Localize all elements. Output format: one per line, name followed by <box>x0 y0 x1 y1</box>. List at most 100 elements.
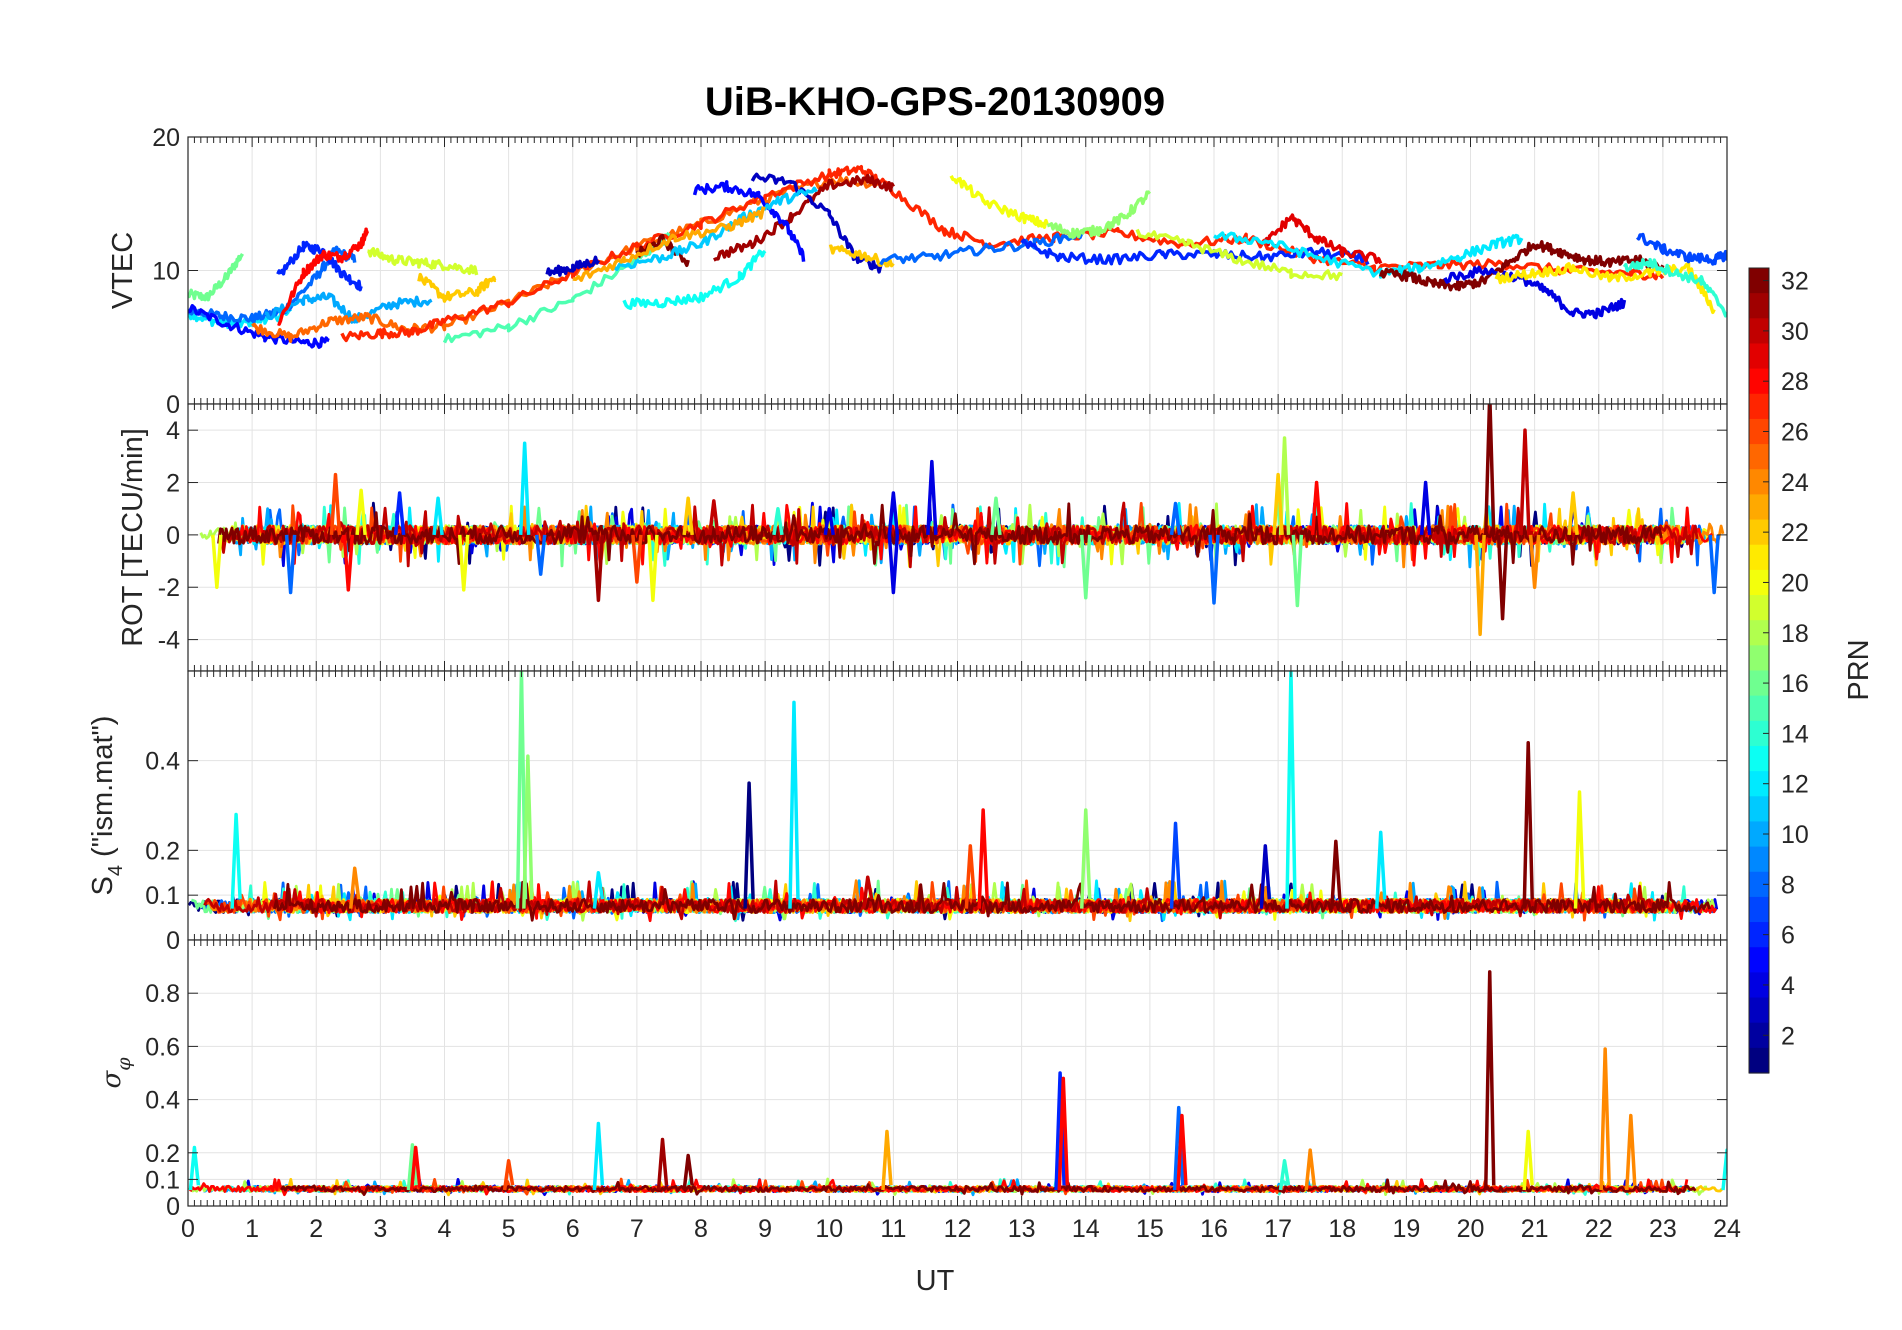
y-tick-label: 0 <box>166 927 180 955</box>
series-line-prn-28 <box>277 227 370 326</box>
spike-prn-28 <box>1057 1076 1070 1191</box>
colorbar-cell <box>1749 519 1769 546</box>
colorbar-tick-label: 26 <box>1781 419 1809 447</box>
x-tick-label: 18 <box>1328 1215 1356 1243</box>
spike-prn-4 <box>926 459 938 535</box>
spike-prn-14 <box>772 506 784 536</box>
panel-rot: -4 -2 0 2 4 ROT [TECU/min] <box>117 403 1728 672</box>
spike-prn-22 <box>682 496 694 536</box>
colorbar-cell <box>1749 318 1769 345</box>
y-axis-label-rest: ("ism.mat") <box>87 716 119 865</box>
spike-prn-4 <box>887 491 900 536</box>
spike-prn-26 <box>329 472 342 535</box>
spike-prn-28 <box>977 808 989 909</box>
spike-prn-28 <box>1176 1113 1188 1191</box>
y-tick-label: 0 <box>166 522 180 550</box>
series-line-prn-19 <box>367 247 479 276</box>
y-tick-label: 2 <box>166 470 180 498</box>
spike-prn-20 <box>457 534 470 592</box>
x-tick-label: 19 <box>1392 1215 1420 1243</box>
spike-prn-31 <box>592 534 605 603</box>
y-tick-label: 0.2 <box>145 1140 180 1168</box>
spike-prn-7 <box>1169 821 1182 909</box>
colorbar-tick-label: 22 <box>1781 519 1809 547</box>
spike-prn-8 <box>284 534 297 595</box>
series-line-prn-10 <box>264 291 433 324</box>
spike-prn-16 <box>990 496 1002 536</box>
x-tick-label: 13 <box>1008 1215 1036 1243</box>
spike-prn-13 <box>1721 1148 1727 1191</box>
x-tick-label: 17 <box>1264 1215 1292 1243</box>
y-axis-label: σφ <box>97 1057 135 1089</box>
colorbar-tick-label: 6 <box>1781 922 1795 950</box>
series-line-prn-5 <box>188 304 330 349</box>
colorbar-cell <box>1749 896 1769 923</box>
spike-prn-24 <box>1625 1113 1637 1191</box>
spike-prn-24 <box>348 866 361 909</box>
x-tick-label: 15 <box>1136 1215 1164 1243</box>
spike-prn-32 <box>1483 404 1496 535</box>
spike-prn-30 <box>1519 428 1531 535</box>
colorbar-tick-label: 14 <box>1781 720 1809 748</box>
x-tick-label: 4 <box>438 1215 452 1243</box>
spike-prn-8 <box>1169 501 1182 536</box>
spike-prn-4 <box>1419 480 1432 536</box>
spike-prn-13 <box>230 812 242 909</box>
colorbar-tick-label: 32 <box>1781 268 1809 296</box>
spike-prn-24 <box>1599 1047 1611 1191</box>
series-line-prn-29 <box>1263 213 1383 265</box>
x-tick-label: 7 <box>630 1215 644 1243</box>
colorbar-tick-label: 2 <box>1781 1022 1795 1050</box>
series-group <box>188 671 1719 923</box>
colorbar-label: PRN <box>1843 639 1875 700</box>
series-line-prn-13 <box>622 249 767 311</box>
colorbar-cell <box>1749 821 1769 848</box>
x-tick-label: 5 <box>502 1215 516 1243</box>
y-tick-label: 0.2 <box>145 837 180 865</box>
chart-title: UiB-KHO-GPS-20130909 <box>705 80 1165 124</box>
spike-prn-20 <box>647 534 659 603</box>
y-tick-label: 0 <box>166 391 180 419</box>
colorbar-cell <box>1749 268 1769 294</box>
colorbar-tick-label: 18 <box>1781 620 1809 648</box>
spike-prn-6 <box>1054 1071 1066 1191</box>
y-axis-label-main: S <box>87 876 119 895</box>
colorbar-tick-label: 10 <box>1781 821 1809 849</box>
y-tick-label: -2 <box>158 574 180 602</box>
spike-prn-8 <box>1208 534 1220 605</box>
spike-prn-17 <box>1080 808 1092 909</box>
spike-prn-12 <box>1374 830 1387 909</box>
spike-prn-8 <box>1708 534 1720 595</box>
colorbar-tick-label: 20 <box>1781 569 1809 597</box>
colorbar-cell <box>1749 1022 1769 1049</box>
y-tick-label: 0.6 <box>145 1033 180 1061</box>
series-group <box>188 970 1727 1197</box>
spike-prn-12 <box>788 700 800 909</box>
spike-prn-26 <box>964 844 977 909</box>
spike-prn-22 <box>1567 491 1579 536</box>
spike-prn-17 <box>522 754 534 909</box>
series-group <box>199 404 1725 637</box>
spike-prn-12 <box>432 496 444 536</box>
colorbar-tick-label: 16 <box>1781 670 1809 698</box>
y-tick-label: -4 <box>158 627 180 655</box>
series-line-prn-14 <box>1622 257 1727 318</box>
spike-prn-26 <box>502 1159 515 1191</box>
series-line-prn-5 <box>692 180 806 262</box>
colorbar-cell <box>1749 871 1769 898</box>
colorbar-cell <box>1749 972 1769 999</box>
x-tick-labels: 0 1 2 3 4 5 6 7 8 9 10 11 12 13 14 15 16 17 18 19 20 21 22 23 24 <box>181 1215 1741 1243</box>
x-tick-label: 24 <box>1713 1215 1741 1243</box>
colorbar-tick-label: 28 <box>1781 368 1809 396</box>
spike-prn-14 <box>1278 1159 1291 1191</box>
spike-prn-20 <box>1573 790 1586 909</box>
x-tick-label: 23 <box>1649 1215 1677 1243</box>
y-tick-label: 20 <box>152 124 180 152</box>
spike-prn-18 <box>1278 436 1291 535</box>
panel-sigma_phi: 00.10.2 0.4 0.6 0.8 σφ <box>97 939 1728 1221</box>
colorbar-cell <box>1749 418 1769 445</box>
x-ticks <box>187 137 1728 404</box>
spike-prn-24 <box>1304 1148 1316 1191</box>
spike-prn-23 <box>1474 534 1486 637</box>
